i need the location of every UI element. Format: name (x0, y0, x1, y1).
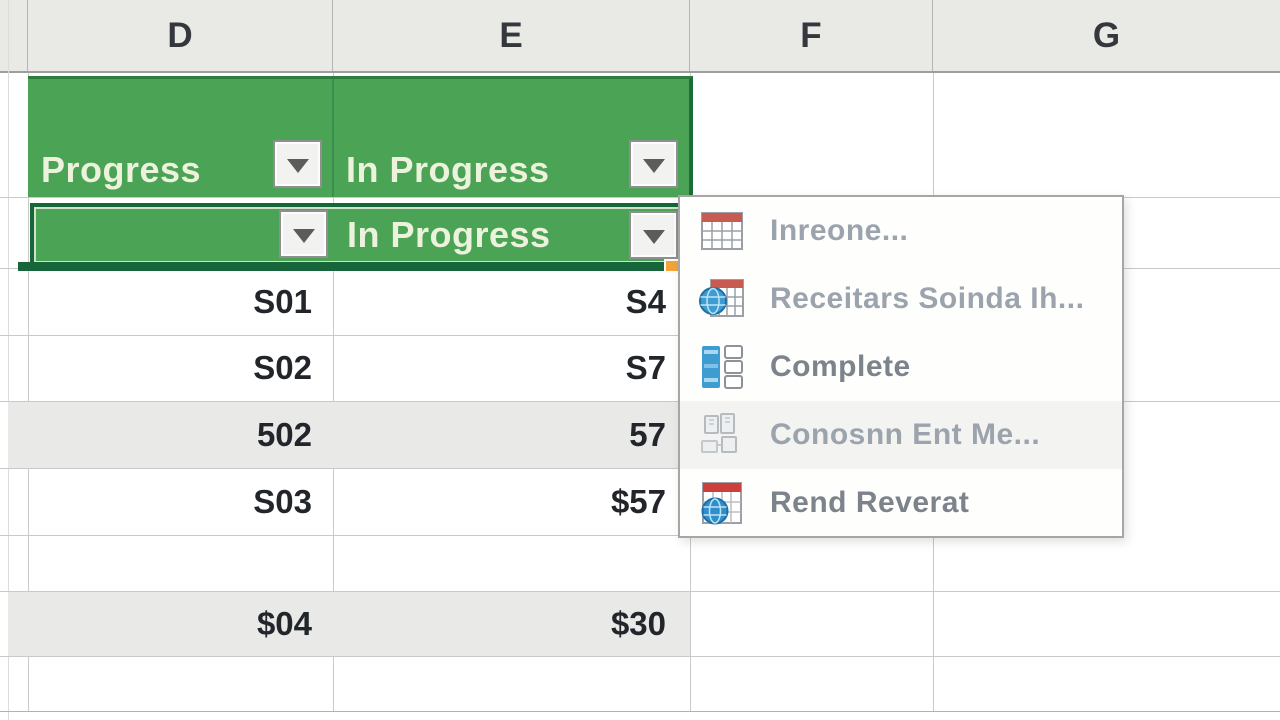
menu-item-label: Inreone... (770, 214, 909, 247)
gridline (8, 0, 9, 720)
table-cell[interactable]: S02 (253, 349, 312, 386)
banded-row (8, 402, 690, 468)
gridline (0, 535, 678, 536)
chevron-down-icon (642, 159, 665, 173)
gridline (0, 656, 1280, 657)
menu-item-1[interactable]: Inreone... (680, 197, 1122, 265)
context-menu: Inreone... Receitars Soinda Ih... (678, 195, 1124, 538)
menu-item-2[interactable]: Receitars Soinda Ih... (680, 265, 1122, 333)
menu-item-label: Receitars Soinda Ih... (770, 282, 1085, 315)
header-progress-label: Progress (41, 149, 202, 190)
menu-item-label: Complete (770, 350, 911, 383)
header-in-progress-label: In Progress (346, 149, 550, 190)
gridline (0, 711, 1280, 712)
filter-dropdown-button[interactable] (279, 210, 328, 258)
table-cell[interactable]: $30 (610, 605, 666, 642)
table-cell[interactable]: 57 (629, 416, 666, 453)
chevron-down-icon (292, 229, 315, 243)
chevron-down-icon (286, 159, 309, 173)
selection-border (18, 262, 690, 271)
column-header-d[interactable]: D (28, 0, 333, 71)
table-cell[interactable] (28, 535, 323, 591)
web-table-icon (697, 478, 747, 528)
table-cell[interactable] (333, 656, 678, 711)
menu-item-label: Conosnn Ent Me... (770, 418, 1041, 451)
column-header-g[interactable]: G (1092, 16, 1121, 55)
gridline (0, 335, 678, 336)
gridline (0, 401, 1280, 402)
gridline (0, 468, 678, 469)
menu-item-5[interactable]: Rend Reverat (680, 469, 1122, 537)
gridline (333, 73, 334, 711)
table-cell[interactable]: S4 (625, 283, 666, 320)
gridline (0, 197, 1280, 198)
selected-in-progress-label: In Progress (347, 214, 551, 255)
table-cell[interactable]: 502 (256, 416, 312, 453)
column-header-row: D E F G (0, 0, 1280, 73)
column-header-e[interactable]: E (333, 0, 690, 71)
filter-dropdown-button[interactable] (629, 140, 678, 188)
gridline (0, 591, 1280, 592)
filter-dropdown-button[interactable] (273, 140, 322, 188)
column-header-stub (0, 0, 28, 71)
filter-dropdown-button[interactable] (629, 211, 678, 259)
table-header-row: Progress In Progress (28, 76, 693, 197)
blue-panels-icon (697, 342, 747, 392)
consolidate-icon (697, 410, 747, 460)
table-cell[interactable]: S03 (253, 483, 312, 520)
banded-row (8, 592, 690, 656)
gridline (28, 73, 29, 711)
table-cell[interactable] (333, 535, 678, 591)
column-header-f[interactable]: F (690, 0, 933, 71)
table-cell[interactable] (28, 656, 323, 711)
insert-table-icon (697, 206, 747, 256)
table-cell[interactable]: S01 (253, 283, 312, 320)
menu-item-3[interactable]: Complete (680, 333, 1122, 401)
globe-table-icon (697, 274, 747, 324)
table-cell[interactable]: $57 (610, 483, 666, 520)
selected-cells[interactable]: In Progress (30, 203, 690, 267)
table-cell[interactable]: S7 (625, 349, 666, 386)
table-cell[interactable]: $04 (256, 605, 312, 642)
column-divider (332, 79, 334, 197)
menu-item-label: Rend Reverat (770, 486, 970, 519)
chevron-down-icon (642, 230, 665, 244)
menu-item-4[interactable]: Conosnn Ent Me... (680, 401, 1122, 469)
